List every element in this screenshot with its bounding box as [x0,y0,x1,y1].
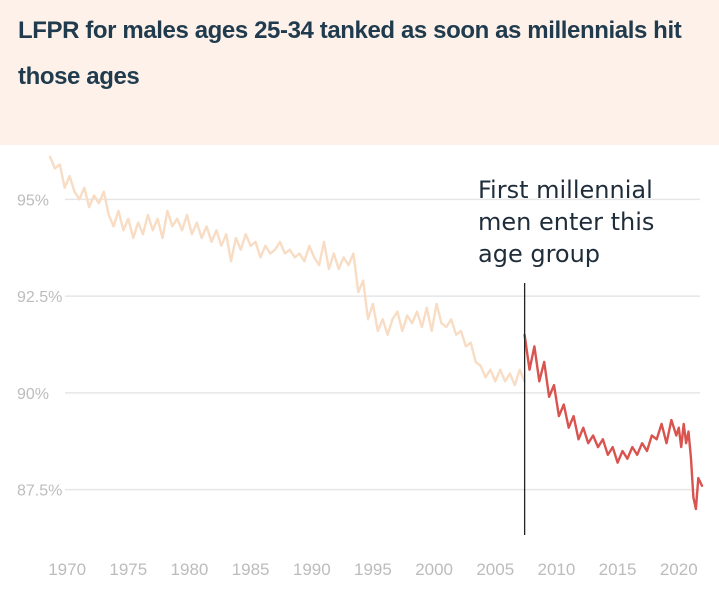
series-line-pre-millennial [48,155,526,387]
x-tick-label: 1975 [109,560,147,579]
x-tick-label: 2010 [538,560,576,579]
y-tick-label: 95% [17,192,49,209]
x-tick-label: 2005 [476,560,514,579]
annotation: First millennial men enter this age group [478,176,654,535]
series-line-millennial [523,333,704,511]
x-tick-label: 1980 [171,560,209,579]
annotation-text-line: age group [478,240,600,268]
y-tick-label: 87.5% [17,483,62,500]
x-tick-label: 1970 [48,560,86,579]
annotation-text-line: First millennial [478,176,653,204]
chart-title: LFPR for males ages 25-34 tanked as soon… [18,17,682,90]
y-axis-ticks: 95% 92.5% 90% 87.5% [17,192,62,499]
x-tick-label: 2000 [415,560,453,579]
x-axis-ticks: 1970 1975 1980 1985 1990 1995 2000 2005 2010 2015… [48,560,697,579]
line-chart: 95% 92.5% 90% 87.5% 1970 1975 1980 1985 1990 199… [17,155,704,579]
y-tick-label: 92.5% [17,289,62,306]
x-tick-label: 2020 [660,560,698,579]
x-tick-label: 1995 [354,560,392,579]
y-tick-label: 90% [17,386,49,403]
x-tick-label: 2015 [599,560,637,579]
plot-area: 95% 92.5% 90% 87.5% 1970 1975 1980 1985 1990 199… [0,145,719,605]
annotation-text-line: men enter this [478,208,654,236]
series-lines [48,155,704,511]
gridlines [65,198,700,491]
x-tick-label: 1990 [293,560,331,579]
x-tick-label: 1985 [232,560,270,579]
